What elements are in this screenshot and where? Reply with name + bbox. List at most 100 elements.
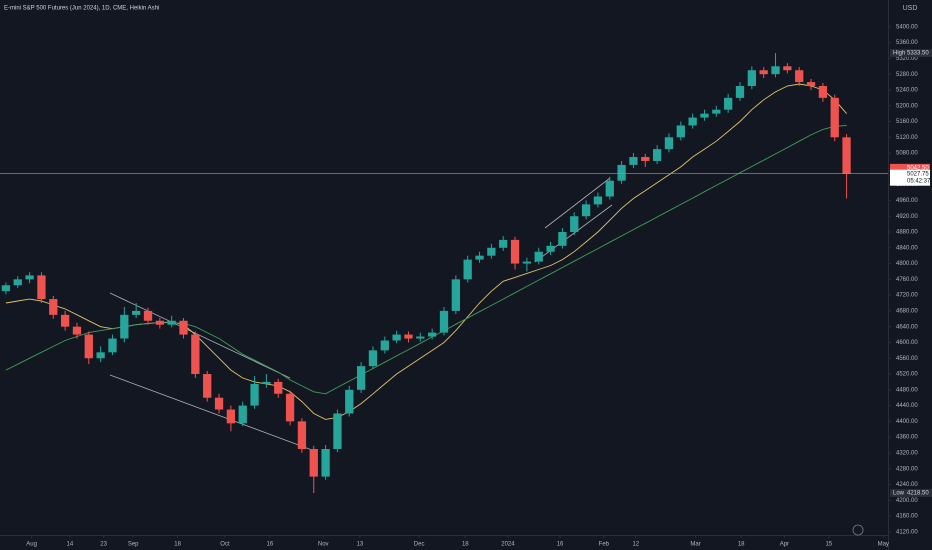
candle-body — [60, 314, 70, 327]
y-tick-label: 4400.00 — [896, 419, 918, 425]
x-tick-label: 12 — [632, 542, 639, 548]
drawings — [109, 177, 613, 451]
x-tick-label: Mar — [690, 542, 700, 548]
y-tick-label: 4480.00 — [896, 387, 918, 393]
candle-body — [72, 326, 82, 335]
candle-body — [652, 149, 662, 161]
y-tick-label: 4280.00 — [896, 466, 918, 472]
candle-body — [214, 397, 224, 410]
candle-body — [155, 320, 164, 325]
candle-body — [356, 366, 366, 390]
candle-body — [416, 336, 425, 339]
candle-body — [641, 157, 650, 161]
candle-body — [735, 86, 745, 98]
candle-body — [570, 216, 579, 232]
candle-body — [37, 275, 46, 300]
candle-body — [191, 334, 200, 375]
candle-body — [806, 82, 816, 87]
candle-body — [439, 310, 449, 333]
y-tick-label: 4720.00 — [896, 293, 918, 299]
trend-line — [109, 292, 291, 379]
candle-body — [380, 340, 389, 351]
candle-body — [475, 255, 484, 260]
candle-body — [262, 381, 271, 384]
x-tick-label: 14 — [67, 542, 74, 548]
candle-body — [499, 239, 508, 248]
x-tick-label: Aug — [26, 542, 37, 548]
x-tick-label: Feb — [599, 542, 610, 548]
candle-body — [238, 405, 247, 424]
x-tick-label: 16 — [267, 542, 274, 548]
y-tick-label: 4800.00 — [896, 261, 918, 267]
y-tick-label: 5240.00 — [896, 88, 918, 94]
y-tick-label: 4760.00 — [896, 277, 918, 283]
candle-body — [463, 259, 472, 280]
candle-body — [250, 383, 259, 406]
x-tick-label: May — [878, 542, 889, 548]
candle-body — [629, 157, 638, 165]
x-tick-label: 2024 — [501, 542, 515, 548]
y-tick-label: 4200.00 — [896, 498, 918, 504]
countdown-label: 05:42:37 — [907, 178, 931, 184]
candle-body — [309, 448, 318, 477]
y-tick-label: 4640.00 — [896, 324, 918, 330]
candle-body — [368, 350, 378, 367]
candle-body — [404, 334, 413, 339]
y-tick-label: 4960.00 — [896, 198, 918, 204]
candle-body — [428, 332, 437, 337]
x-tick-label: 16 — [557, 542, 564, 548]
y-tick-label: 4520.00 — [896, 372, 918, 378]
low-value: 4218.50 — [907, 491, 929, 497]
x-tick-label: Dec — [414, 542, 425, 548]
candle-body — [345, 389, 354, 414]
y-tick-label: 4440.00 — [896, 403, 918, 409]
y-tick-label: 5120.00 — [896, 135, 918, 141]
y-tick-label: 4680.00 — [896, 308, 918, 314]
y-tick-label: 5160.00 — [896, 119, 918, 125]
candle-body — [712, 109, 721, 114]
x-tick-label: 18 — [738, 542, 745, 548]
candle-body — [13, 279, 22, 286]
candle-body — [842, 137, 851, 174]
candle-body — [143, 310, 153, 321]
logo — [852, 524, 864, 536]
candle-body — [617, 164, 626, 181]
candle-body — [593, 196, 603, 205]
candle-body — [451, 279, 460, 311]
candle-body — [96, 352, 105, 359]
candle-body — [558, 231, 567, 246]
candle-body — [392, 334, 401, 341]
candle-body — [581, 204, 591, 217]
high-box — [890, 49, 932, 58]
candle-body — [226, 409, 236, 424]
y-tick-label: 4920.00 — [896, 214, 918, 220]
candle-body — [167, 320, 176, 325]
candle-body — [688, 117, 697, 126]
y-tick-label: 4840.00 — [896, 245, 918, 251]
candle-body — [49, 299, 58, 315]
trend-line — [534, 204, 613, 263]
trend-line — [109, 374, 313, 451]
y-tick-label: 4240.00 — [896, 482, 918, 488]
candle-body — [534, 251, 543, 262]
candle-body — [664, 137, 674, 150]
candle-body — [605, 180, 614, 197]
x-tick-label: 15 — [825, 542, 832, 548]
candle-body — [203, 374, 212, 398]
alert-price-label: 5042.50 — [907, 165, 929, 171]
candle-body — [522, 261, 532, 264]
candle-body — [783, 66, 792, 71]
candle-body — [747, 70, 756, 87]
chart-title: E-mini S&P 500 Futures (Jun 2024), 1D, C… — [4, 6, 159, 12]
x-tick-label: 13 — [357, 542, 364, 548]
y-tick-label: 5080.00 — [896, 151, 918, 157]
high-label: High — [893, 51, 905, 57]
trend-line — [544, 177, 611, 229]
last-price-label: 5027.75 — [907, 171, 929, 177]
candle-body — [25, 275, 34, 280]
y-tick-label: 5400.00 — [896, 24, 918, 30]
candle-body — [759, 70, 768, 75]
candle-body — [700, 113, 709, 118]
y-tick-label: 5320.00 — [896, 56, 918, 62]
